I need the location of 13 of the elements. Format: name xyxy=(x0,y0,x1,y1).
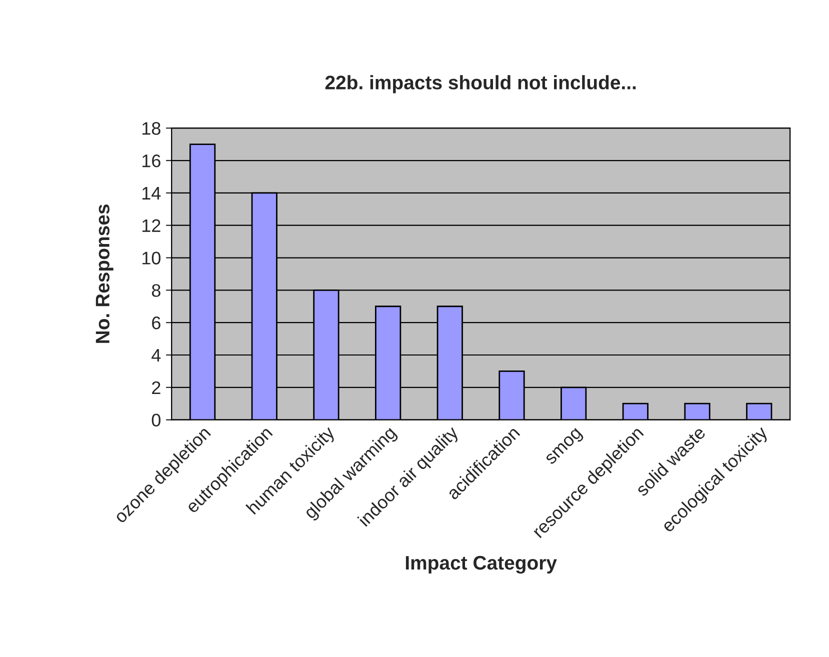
y-tick-label: 12 xyxy=(142,219,160,232)
y-tick-label: 16 xyxy=(142,154,160,168)
y-tick-label: 14 xyxy=(142,187,161,200)
chart-title: 22b. impacts should not include... xyxy=(325,75,636,94)
y-tick-label: 18 xyxy=(142,122,160,135)
y-tick-label: 4 xyxy=(152,349,161,362)
y-tick-label: 0 xyxy=(152,414,160,427)
y-tick-label: 10 xyxy=(142,252,160,264)
y-tick-label: 8 xyxy=(152,284,160,297)
y-tick-label: 6 xyxy=(152,316,160,330)
y-axis-title: No. Responses xyxy=(96,204,114,343)
y-tick-label: 2 xyxy=(152,381,160,394)
x-axis-title: Impact Category xyxy=(406,556,557,574)
